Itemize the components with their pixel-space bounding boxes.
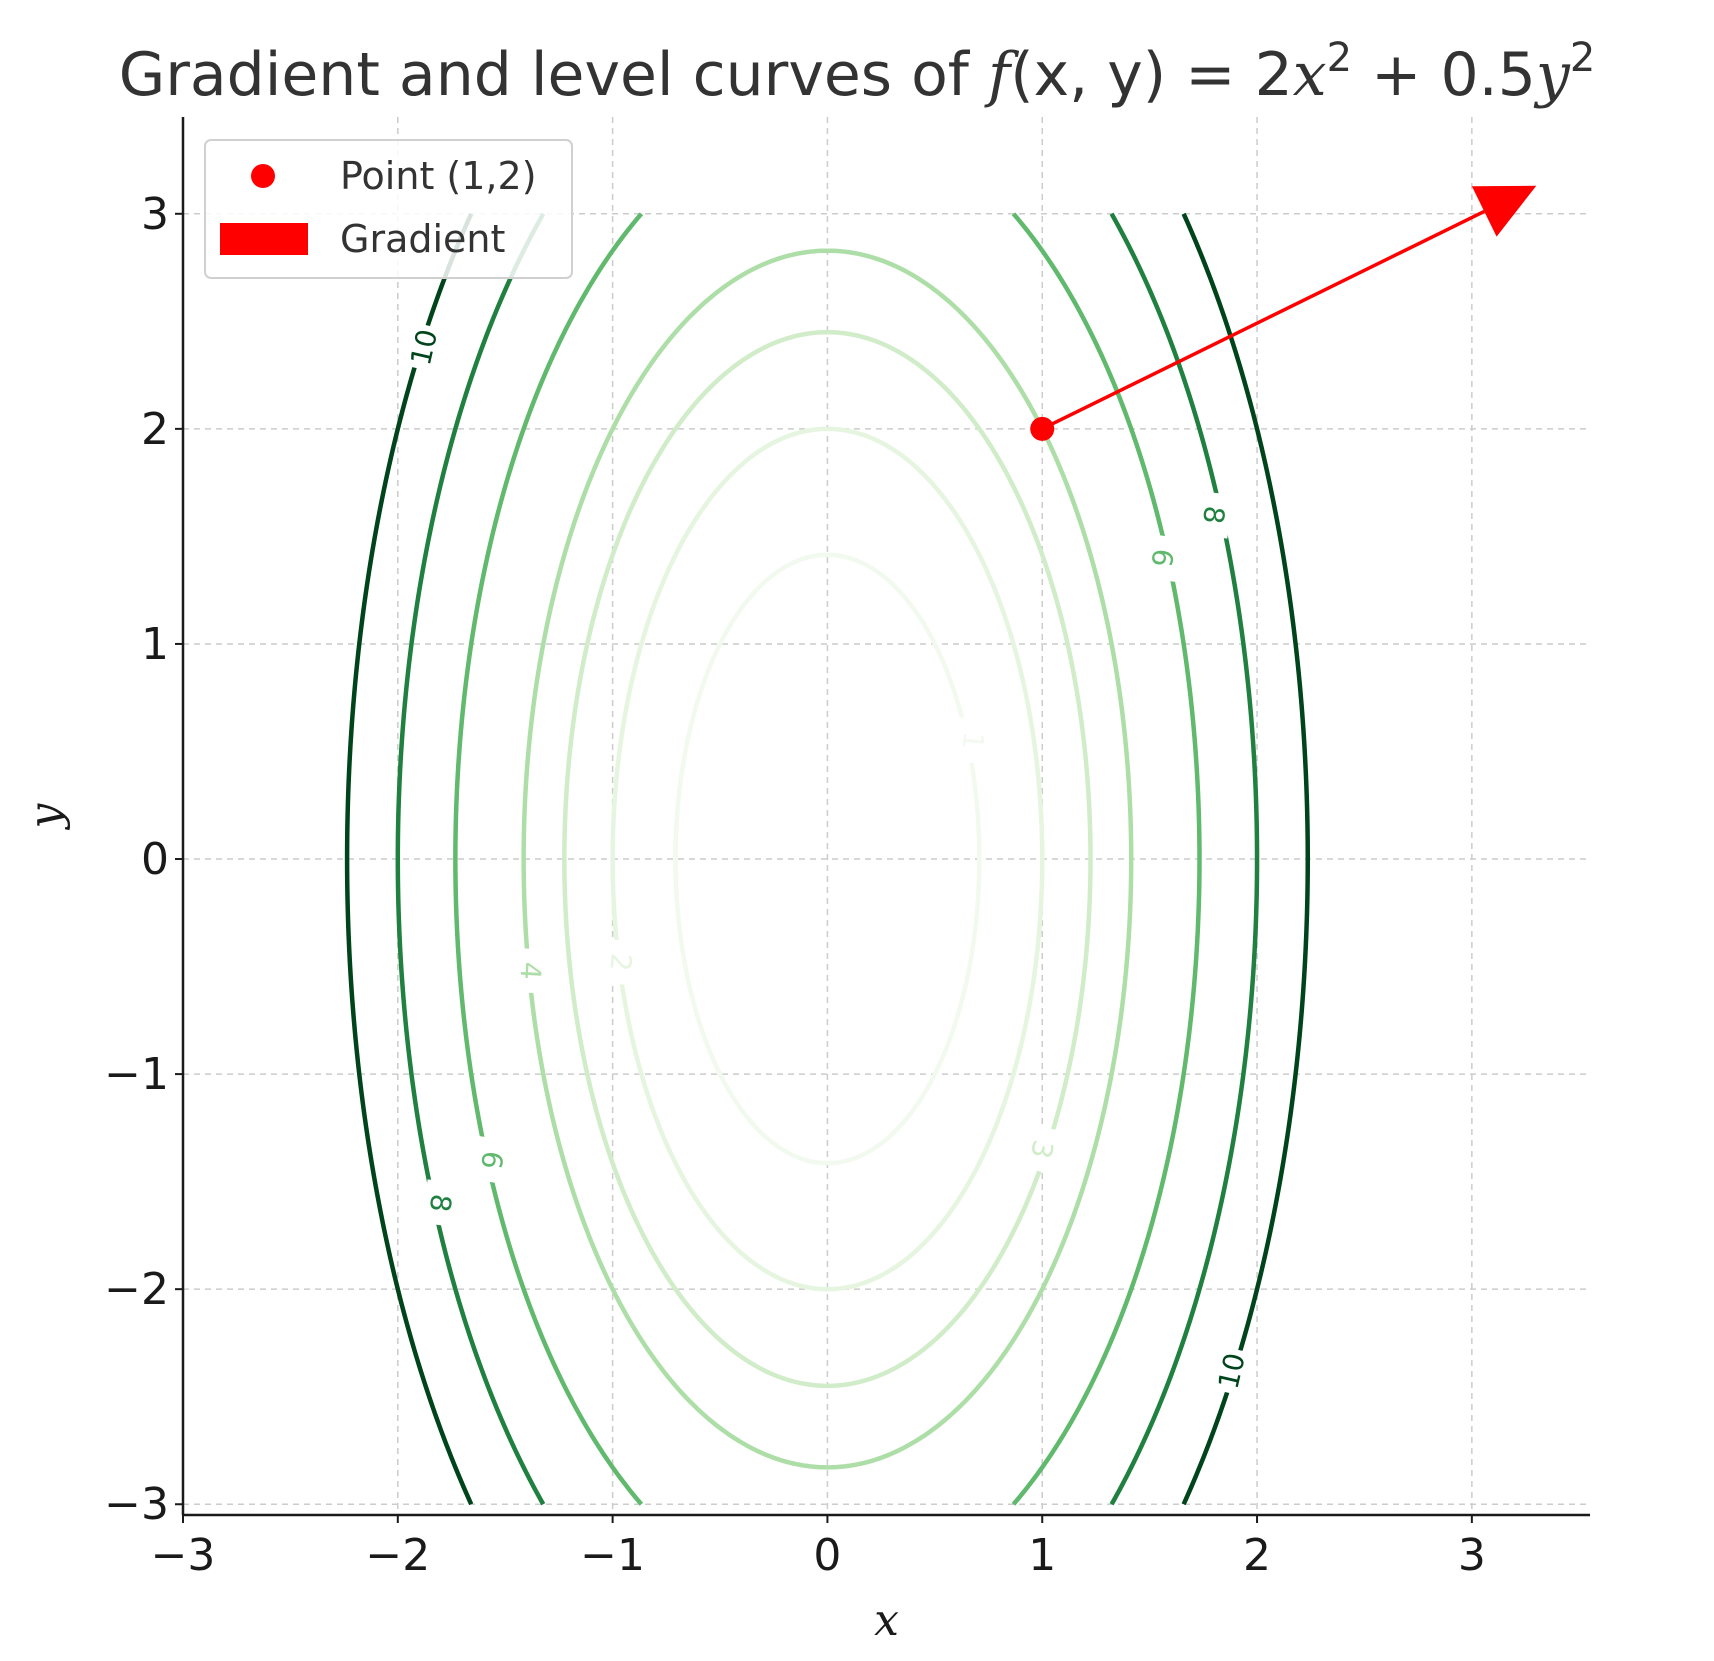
contour-label-6: 6 — [474, 1149, 509, 1171]
contour-label-8: 8 — [1196, 504, 1231, 526]
contour-1-left — [673, 552, 828, 1166]
gradient-arrow-shaft — [1041, 209, 1486, 431]
contour-label-10: 10 — [404, 326, 444, 368]
contour-6-left — [453, 212, 644, 1506]
contour-label-bg-6 — [513, 948, 549, 994]
contour-4-right — [827, 248, 1134, 1470]
y-tick-label: 3 — [141, 189, 169, 240]
contour-label-bg-9 — [955, 717, 992, 765]
contour-2-right — [827, 426, 1045, 1292]
contour-1-right — [827, 552, 982, 1166]
contour-label-bg-5 — [1143, 533, 1182, 582]
contour-lines — [344, 212, 1311, 1506]
contour-label-bg-8 — [603, 938, 640, 986]
contour-3-left — [562, 329, 828, 1389]
axes — [181, 117, 1590, 1517]
y-tick-label: −3 — [104, 1479, 169, 1530]
contour-label-bg-7 — [1022, 1124, 1063, 1175]
y-tick-label: −2 — [104, 1264, 169, 1315]
point-marker — [1030, 416, 1055, 441]
x-axis-label: x — [874, 1595, 899, 1646]
contour-label-bg-1 — [1210, 1345, 1252, 1396]
contour-2-left — [610, 426, 828, 1292]
x-tick-label: −1 — [580, 1530, 645, 1581]
contour-label-bg-0 — [403, 322, 445, 373]
contour-label-1: 1 — [956, 730, 990, 751]
x-tick-label: 0 — [813, 1530, 841, 1581]
x-tick-label: 1 — [1028, 1530, 1056, 1581]
y-axis-label: y — [20, 802, 71, 830]
y-tick-label: 0 — [141, 834, 169, 885]
legend: Point (1,2) Gradient — [204, 139, 573, 279]
gradient-marks — [1030, 185, 1537, 441]
contour-label-bg-4 — [473, 1136, 512, 1185]
legend-label: Point (1,2) — [340, 154, 537, 198]
x-tick-label: −3 — [151, 1530, 216, 1581]
contour-8-left — [395, 212, 546, 1506]
contour-label-2: 2 — [603, 952, 637, 973]
gradient-arrow-head — [1471, 185, 1537, 237]
y-tick-label: 1 — [141, 619, 169, 670]
legend-label: Gradient — [340, 217, 505, 261]
contour-label-bg-3 — [1195, 491, 1233, 539]
legend-patch-icon — [220, 223, 308, 255]
contour-label-6: 6 — [1144, 547, 1179, 569]
contour-label-8: 8 — [423, 1192, 458, 1214]
grid-lines — [182, 117, 1590, 1515]
contour-label-bg-2 — [422, 1179, 460, 1227]
contour-10-right — [1181, 212, 1311, 1506]
contour-8-right — [1109, 212, 1260, 1506]
legend-dot-icon — [251, 164, 275, 188]
chart-title: Gradient and level curves of f(x, y) = 2… — [119, 35, 1596, 110]
contour-3-right — [827, 329, 1093, 1389]
contour-6-right — [1011, 212, 1202, 1506]
x-tick-label: 2 — [1243, 1530, 1271, 1581]
contour-4-left — [521, 248, 828, 1470]
y-tick-label: −1 — [104, 1049, 169, 1100]
x-tick-label: 3 — [1458, 1530, 1486, 1581]
contour-label-4: 4 — [514, 961, 548, 981]
contour-label-10: 10 — [1212, 1350, 1252, 1392]
x-tick-label: −2 — [365, 1530, 430, 1581]
tick-labels: −3 −2 −1 0 1 2 3 −3 −2 −1 0 1 2 3 — [104, 189, 1486, 1581]
y-tick-label: 2 — [141, 404, 169, 455]
contour-10-left — [344, 212, 474, 1506]
